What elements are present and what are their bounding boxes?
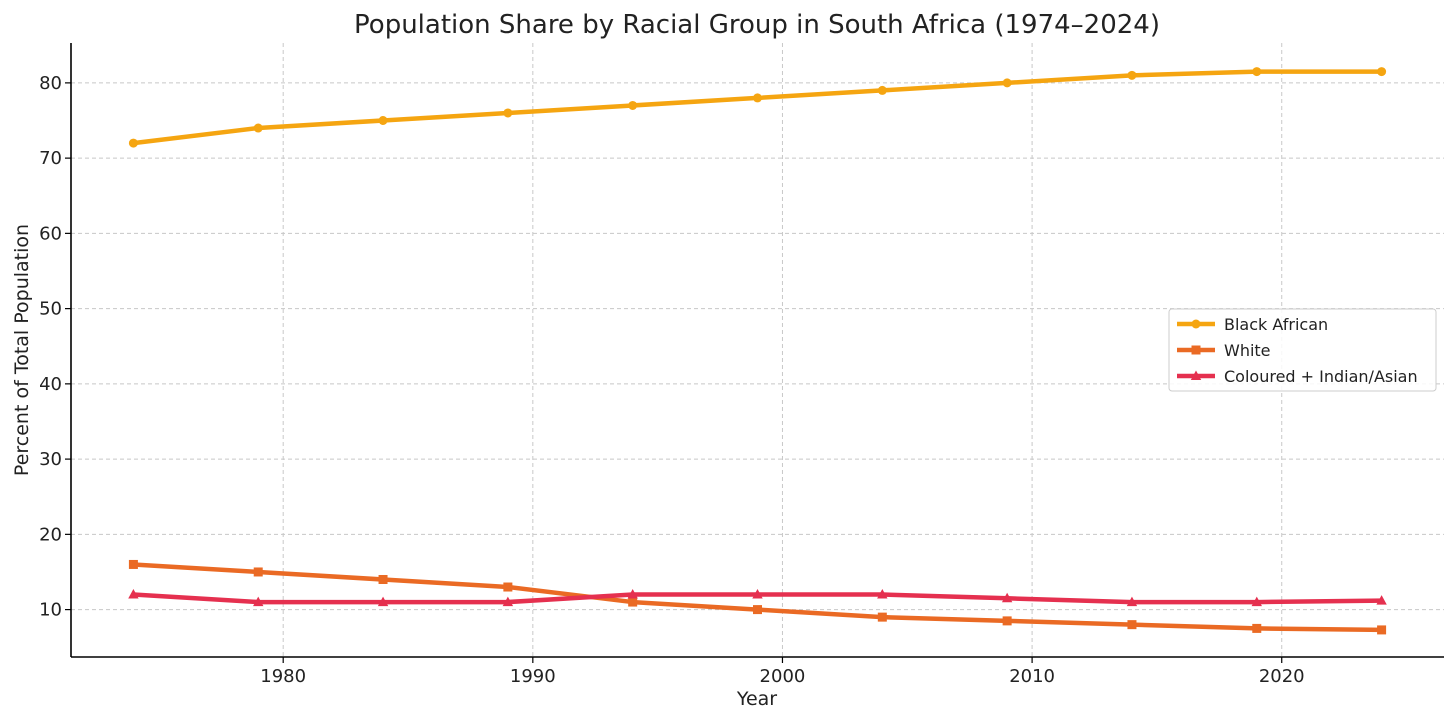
y-tick-label: 70	[39, 148, 62, 169]
legend-label: Coloured + Indian/Asian	[1224, 367, 1418, 386]
x-axis-label: Year	[736, 688, 777, 710]
x-tick-label: 2010	[1009, 666, 1055, 687]
data-point-white	[753, 605, 762, 615]
y-tick-label: 60	[39, 223, 62, 244]
data-point-white	[1002, 616, 1012, 626]
data-point-white	[128, 559, 138, 569]
legend: Black African White Coloured + Indian/Asia…	[1168, 308, 1437, 392]
data-point-coloured-indian-asian	[502, 596, 514, 607]
legend-item-coloured-indian-asian: Coloured + Indian/Asian	[1177, 367, 1418, 386]
data-point-coloured-indian-asian	[253, 596, 264, 607]
legend-swatch-marker	[1190, 370, 1202, 380]
x-tick-label: 2000	[760, 666, 806, 687]
y-tick-label: 30	[39, 449, 62, 470]
data-point-white	[1377, 625, 1387, 635]
data-point-white	[628, 597, 638, 607]
data-point-coloured-indian-asian	[877, 589, 888, 599]
series-coloured-indian-asian	[128, 589, 1387, 607]
legend-box	[1168, 308, 1437, 392]
data-point-black-african	[253, 123, 263, 133]
data-point-coloured-indian-asian	[377, 596, 389, 607]
y-tick-label: 80	[39, 73, 62, 94]
legend-swatch-marker	[1191, 319, 1201, 329]
data-point-coloured-indian-asian	[1126, 596, 1138, 607]
y-tick-label: 10	[39, 600, 62, 621]
data-point-black-african	[1002, 78, 1012, 88]
data-point-coloured-indian-asian	[627, 589, 638, 599]
legend-label: Black African	[1224, 315, 1328, 334]
data-point-white	[378, 574, 388, 584]
legend-item-white: White	[1177, 341, 1271, 360]
axes: 1980 1990 2000 2010 2020 10 20 30 40 50 60 70 80	[39, 43, 1444, 687]
y-tick-label: 50	[39, 299, 62, 320]
data-point-black-african	[1377, 67, 1387, 77]
data-point-black-african	[753, 93, 762, 103]
series-white	[128, 559, 1387, 635]
data-point-white	[503, 582, 513, 592]
series-black-african	[128, 67, 1387, 148]
data-point-black-african	[128, 138, 138, 148]
data-point-black-african	[503, 108, 513, 118]
legend-item-black-african: Black African	[1177, 315, 1328, 334]
x-tick-label: 1980	[260, 666, 306, 687]
data-point-white	[1252, 623, 1262, 633]
data-point-white	[253, 567, 263, 577]
data-point-white	[877, 612, 887, 622]
data-point-white	[1127, 620, 1137, 630]
chart-title: Population Share by Racial Group in Sout…	[354, 10, 1160, 40]
y-tick-label: 40	[39, 374, 62, 395]
y-tick-label: 20	[39, 524, 62, 545]
data-point-black-african	[1127, 70, 1137, 80]
data-point-black-african	[628, 100, 638, 110]
legend-label: White	[1224, 341, 1271, 360]
y-axis-label: Percent of Total Population	[11, 224, 33, 476]
data-point-coloured-indian-asian	[128, 589, 139, 599]
legend-swatch-marker	[1191, 345, 1201, 355]
x-tick-label: 2020	[1259, 666, 1305, 687]
data-point-black-african	[877, 85, 887, 95]
data-point-coloured-indian-asian	[752, 589, 763, 599]
series-line-black-african	[131, 69, 1384, 146]
series-lines	[128, 67, 1387, 635]
data-point-coloured-indian-asian	[1001, 592, 1013, 603]
data-point-coloured-indian-asian	[1251, 596, 1262, 607]
x-tick-label: 1990	[510, 666, 556, 687]
data-point-coloured-indian-asian	[1376, 595, 1387, 605]
data-point-black-african	[378, 116, 388, 126]
data-point-black-african	[1252, 67, 1262, 77]
